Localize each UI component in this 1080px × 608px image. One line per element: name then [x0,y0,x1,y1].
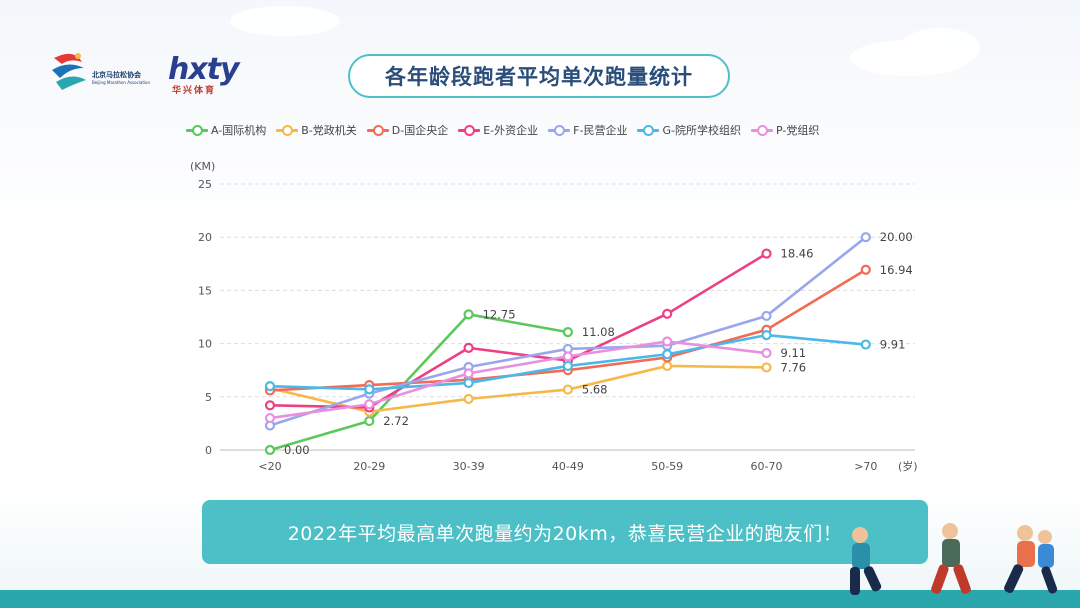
legend-label: A-国际机构 [211,124,267,137]
data-label: 12.75 [483,307,516,321]
y-axis-label: (KM) [190,160,215,173]
legend-label: G-院所学校组织 [662,124,741,137]
data-point [463,342,474,353]
data-point [860,264,871,275]
legend-swatch-icon [276,125,299,136]
data-label: 5.68 [582,383,608,397]
x-tick-label: >70 [854,460,877,473]
data-label: 7.76 [781,360,807,374]
data-point [662,336,673,347]
legend-item: A-国际机构 [186,122,266,138]
series-line [269,313,569,452]
legend-label: F-民营企业 [573,124,628,137]
legend-item: B-党政机关 [276,122,357,138]
data-point [662,308,673,319]
data-point [264,381,276,392]
y-tick-label: 15 [198,284,212,297]
y-tick-label: 0 [205,444,212,457]
data-label: 0.00 [284,443,310,457]
y-tick-label: 10 [198,338,212,351]
data-point [761,310,772,322]
x-tick-label: 40-49 [552,460,584,473]
legend-item: P-党组织 [750,122,820,138]
x-tick-label: <20 [258,460,281,473]
legend-item: F-民营企业 [548,122,627,138]
legend-swatch-icon [458,125,481,136]
brand-subtitle: 华兴体育 [172,86,217,96]
legend-label: E-外资企业 [483,124,539,137]
hxty-logo: hxty [168,52,240,87]
bjma-logo-icon [52,53,86,90]
data-point [761,347,772,359]
data-label: 9.91 [880,338,906,352]
y-tick-label: 20 [198,231,212,244]
legend-swatch-icon [637,125,660,136]
data-point [463,309,474,320]
data-label: 18.46 [781,247,814,261]
legend-label: P-党组织 [775,124,820,137]
data-point [463,368,474,379]
data-point [264,400,276,411]
data-point [761,329,772,341]
data-point [364,384,375,395]
data-point [662,349,673,360]
data-point [562,327,574,338]
summary-banner: 2022年平均最高单次跑量约为20km，恭喜民营企业的跑友们！ [202,500,928,564]
data-label: 2.72 [383,414,409,428]
x-axis-label: (岁) [898,459,918,473]
page-title: 各年龄段跑者平均单次跑量统计 [348,54,730,98]
bottom-strip [0,590,1080,608]
data-label: 20.00 [880,230,913,244]
chart-legend: A-国际机构 B-党政机关 D-国企央企 E-外资企业 F-民营企业 G-院所学校组织 P-… [186,122,819,138]
data-point [264,412,276,424]
data-point [463,377,474,389]
series-line [269,340,767,420]
data-label: 11.08 [582,325,615,339]
org-subtitle: Beijing Marathon Association [92,80,151,85]
legend-item: D-国企央企 [366,122,449,138]
legend-swatch-icon [750,125,773,136]
cloud-decoration [230,6,340,36]
data-point [562,351,574,362]
data-label: 16.94 [880,263,913,277]
data-point [463,393,474,405]
data-point [364,399,375,410]
runners-illustration-icon [850,523,1058,595]
legend-swatch-icon [366,125,389,136]
org-name: 北京马拉松协会 [92,71,141,79]
legend-swatch-icon [186,125,208,136]
data-point [761,248,772,259]
series-line [269,252,768,409]
y-tick-label: 5 [205,391,212,404]
legend-label: B-党政机关 [301,124,357,137]
y-tick-label: 25 [198,178,212,191]
data-label: 9.11 [781,346,807,360]
data-point [860,339,871,350]
cloud-decoration [900,28,980,68]
data-point [662,360,673,372]
legend-item: E-外资企业 [458,122,538,138]
data-point [264,444,276,456]
legend-item: G-院所学校组织 [637,122,741,138]
legend-label: D-国企央企 [391,124,449,137]
x-tick-label: 50-59 [651,460,683,473]
data-point [364,415,375,427]
data-point [562,360,574,372]
x-tick-label: 60-70 [751,460,783,473]
data-point [562,384,574,395]
x-tick-label: 20-29 [353,460,385,473]
x-tick-label: 30-39 [453,460,485,473]
legend-swatch-icon [548,125,571,136]
data-point [761,362,772,373]
data-point [860,232,871,243]
